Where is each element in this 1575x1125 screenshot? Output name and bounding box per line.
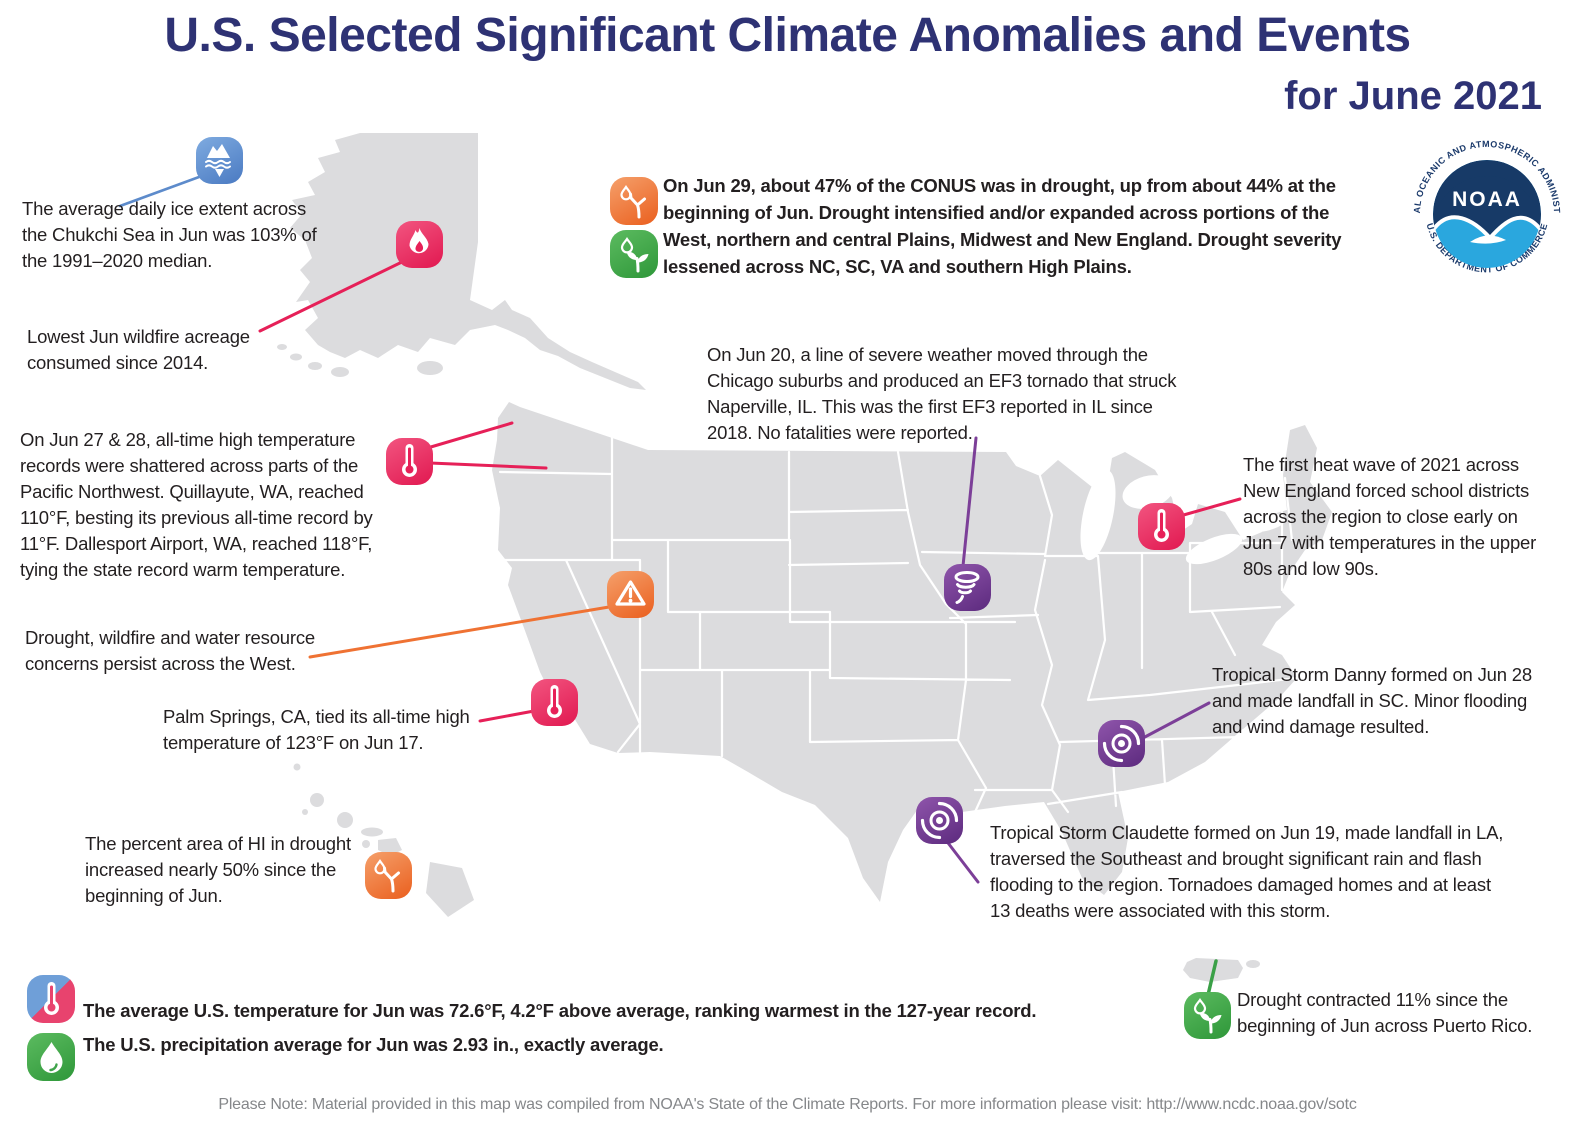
drought-lessened-icon bbox=[610, 230, 658, 278]
note-storm-danny: Tropical Storm Danny formed on Jun 28 an… bbox=[1212, 664, 1532, 737]
hurricane-icon bbox=[1098, 720, 1145, 767]
thermometer-icon bbox=[386, 438, 433, 485]
drought-icon bbox=[610, 177, 658, 225]
note-wildfire: Lowest Jun wildfire acreage consumed sin… bbox=[27, 326, 250, 373]
note-puerto-rico-drought: Drought contracted 11% since the beginni… bbox=[1237, 989, 1533, 1036]
noaa-wordmark: NOAA bbox=[1452, 188, 1522, 211]
note-drought-conus: On Jun 29, about 47% of the CONUS was in… bbox=[663, 175, 1342, 277]
drought-icon bbox=[365, 852, 412, 899]
noaa-ring-top-text: NATIONAL OCEANIC AND ATMOSPHERIC ADMINIS… bbox=[1405, 128, 1562, 214]
warning-icon bbox=[607, 571, 654, 618]
noaa-logo: NATIONAL OCEANIC AND ATMOSPHERIC ADMINIS… bbox=[1405, 128, 1566, 293]
temperature-summary-icon bbox=[27, 975, 75, 1023]
thermometer-icon bbox=[531, 679, 578, 726]
note-precip-summary: The U.S. precipitation average for Jun w… bbox=[83, 1034, 664, 1055]
note-pnw-heat: On Jun 27 & 28, all-time high temperatur… bbox=[20, 429, 373, 580]
hurricane-icon bbox=[916, 797, 963, 844]
note-hawaii-drought: The percent area of HI in drought increa… bbox=[85, 833, 351, 906]
tornado-icon bbox=[944, 564, 991, 611]
thermometer-icon bbox=[1138, 503, 1185, 550]
note-ne-heatwave: The first heat wave of 2021 across New E… bbox=[1243, 454, 1537, 579]
page-subtitle: for June 2021 bbox=[1284, 74, 1542, 118]
noaa-ring-bottom-text: U.S. DEPARTMENT OF COMMERCE bbox=[1425, 222, 1550, 274]
note-naperville-tornado: On Jun 20, a line of severe weather move… bbox=[707, 344, 1177, 443]
footer-note: Please Note: Material provided in this m… bbox=[218, 1096, 1357, 1113]
note-ice-extent: The average daily ice extent across the … bbox=[22, 198, 317, 271]
drought-lessened-icon bbox=[1184, 992, 1231, 1039]
raindrop-icon bbox=[27, 1033, 75, 1081]
note-palm-springs: Palm Springs, CA, tied its all-time high… bbox=[163, 706, 470, 753]
note-west-drought: Drought, wildfire and water resource con… bbox=[25, 627, 315, 674]
iceberg-icon bbox=[196, 137, 243, 184]
note-temp-summary: The average U.S. temperature for Jun was… bbox=[83, 1000, 1037, 1021]
page-title: U.S. Selected Significant Climate Anomal… bbox=[164, 9, 1411, 62]
flame-icon bbox=[396, 221, 443, 268]
note-storm-claudette: Tropical Storm Claudette formed on Jun 1… bbox=[990, 822, 1504, 921]
